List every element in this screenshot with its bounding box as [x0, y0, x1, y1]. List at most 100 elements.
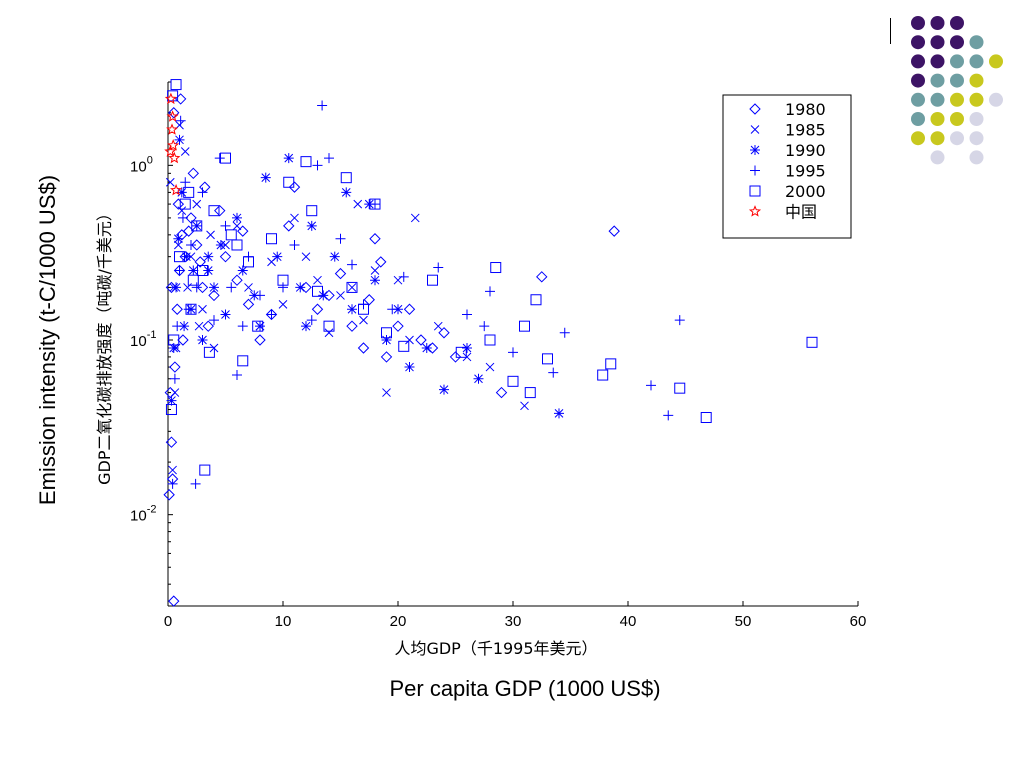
data-point: [289, 239, 300, 250]
data-point: [243, 256, 254, 268]
data-point: [398, 271, 409, 282]
data-point: [324, 328, 334, 338]
data-point: [220, 309, 231, 320]
data-point: [288, 181, 301, 193]
data-point: [179, 198, 191, 210]
data-point: [301, 252, 311, 262]
data-point: [369, 233, 381, 245]
data-point: [507, 375, 519, 387]
decor-dot: [930, 54, 945, 69]
data-point: [165, 177, 175, 187]
data-point: [455, 346, 467, 358]
data-point: [168, 465, 177, 475]
data-point: [479, 321, 490, 332]
data-point: [168, 595, 180, 607]
dot-grid-decoration: [911, 16, 1003, 165]
data-point: [231, 274, 243, 286]
data-point: [357, 342, 370, 354]
data-point: [387, 304, 398, 315]
data-point: [180, 147, 190, 156]
data-point: [283, 153, 294, 164]
data-point: [214, 204, 226, 217]
data-point: [605, 358, 617, 370]
data-point: [164, 145, 177, 157]
data-point: [398, 340, 410, 352]
data-point: [196, 281, 209, 294]
data-point: [190, 478, 201, 489]
data-point: [220, 152, 231, 164]
data-point: [341, 187, 352, 198]
data-point: [449, 351, 462, 363]
data-point: [283, 220, 295, 232]
data-point: [369, 198, 381, 210]
data-point: [473, 373, 484, 384]
data-point: [421, 342, 432, 353]
data-point: [462, 342, 472, 353]
decor-dot: [930, 92, 945, 107]
data-point: [317, 100, 328, 111]
data-point: [194, 321, 204, 331]
legend-marker: [748, 205, 762, 217]
data-point: [806, 336, 818, 348]
data-point: [311, 303, 324, 315]
data-point: [181, 251, 192, 262]
data-point: [277, 274, 289, 286]
data-point: [172, 198, 185, 210]
decor-dot: [950, 73, 964, 88]
decor-dot: [950, 35, 964, 50]
data-point: [254, 334, 266, 346]
data-point: [242, 298, 255, 311]
data-point: [295, 282, 306, 293]
decor-dot: [969, 150, 984, 165]
data-point: [490, 262, 502, 274]
data-point: [405, 335, 414, 345]
series-1995: [167, 100, 685, 489]
data-point: [346, 320, 358, 332]
data-point: [353, 199, 363, 209]
data-point: [554, 408, 564, 419]
data-point: [462, 352, 472, 362]
data-point: [171, 303, 183, 315]
data-point: [252, 320, 264, 332]
legend-marker: [750, 125, 760, 134]
data-point: [278, 282, 288, 293]
data-point: [226, 282, 237, 293]
data-point: [206, 230, 215, 240]
data-point: [530, 294, 542, 306]
legend-label: 1980: [785, 100, 826, 119]
data-point: [174, 265, 185, 276]
data-point: [209, 315, 219, 326]
chart-ticks: 0 10 20 30 40 50 60 10-2 10-1 100: [130, 81, 866, 630]
data-point: [381, 335, 392, 346]
decor-dot: [969, 131, 984, 146]
x-tick-label: 0: [164, 613, 172, 630]
data-point: [347, 283, 357, 292]
data-point: [674, 315, 685, 326]
decor-dot: [911, 131, 925, 146]
legend-marker: [749, 103, 761, 115]
decor-dot: [911, 54, 925, 69]
data-point: [536, 271, 548, 283]
y-tick-label: 100: [130, 154, 153, 175]
data-point: [266, 233, 277, 245]
data-point: [700, 412, 712, 424]
data-point: [165, 436, 178, 448]
data-point: [169, 361, 181, 373]
data-point: [194, 256, 206, 268]
data-point: [166, 110, 179, 122]
data-point: [410, 213, 420, 223]
decor-dot: [950, 16, 964, 30]
data-point: [484, 334, 496, 346]
divider-line: [890, 18, 891, 44]
data-point: [438, 327, 450, 339]
data-point: [272, 251, 283, 262]
data-point: [163, 489, 175, 501]
data-point: [197, 264, 208, 276]
data-point: [191, 220, 202, 231]
data-point: [166, 395, 177, 406]
data-point: [370, 266, 380, 275]
data-point: [323, 289, 335, 302]
decor-dot: [989, 92, 1003, 107]
data-point: [370, 199, 380, 210]
